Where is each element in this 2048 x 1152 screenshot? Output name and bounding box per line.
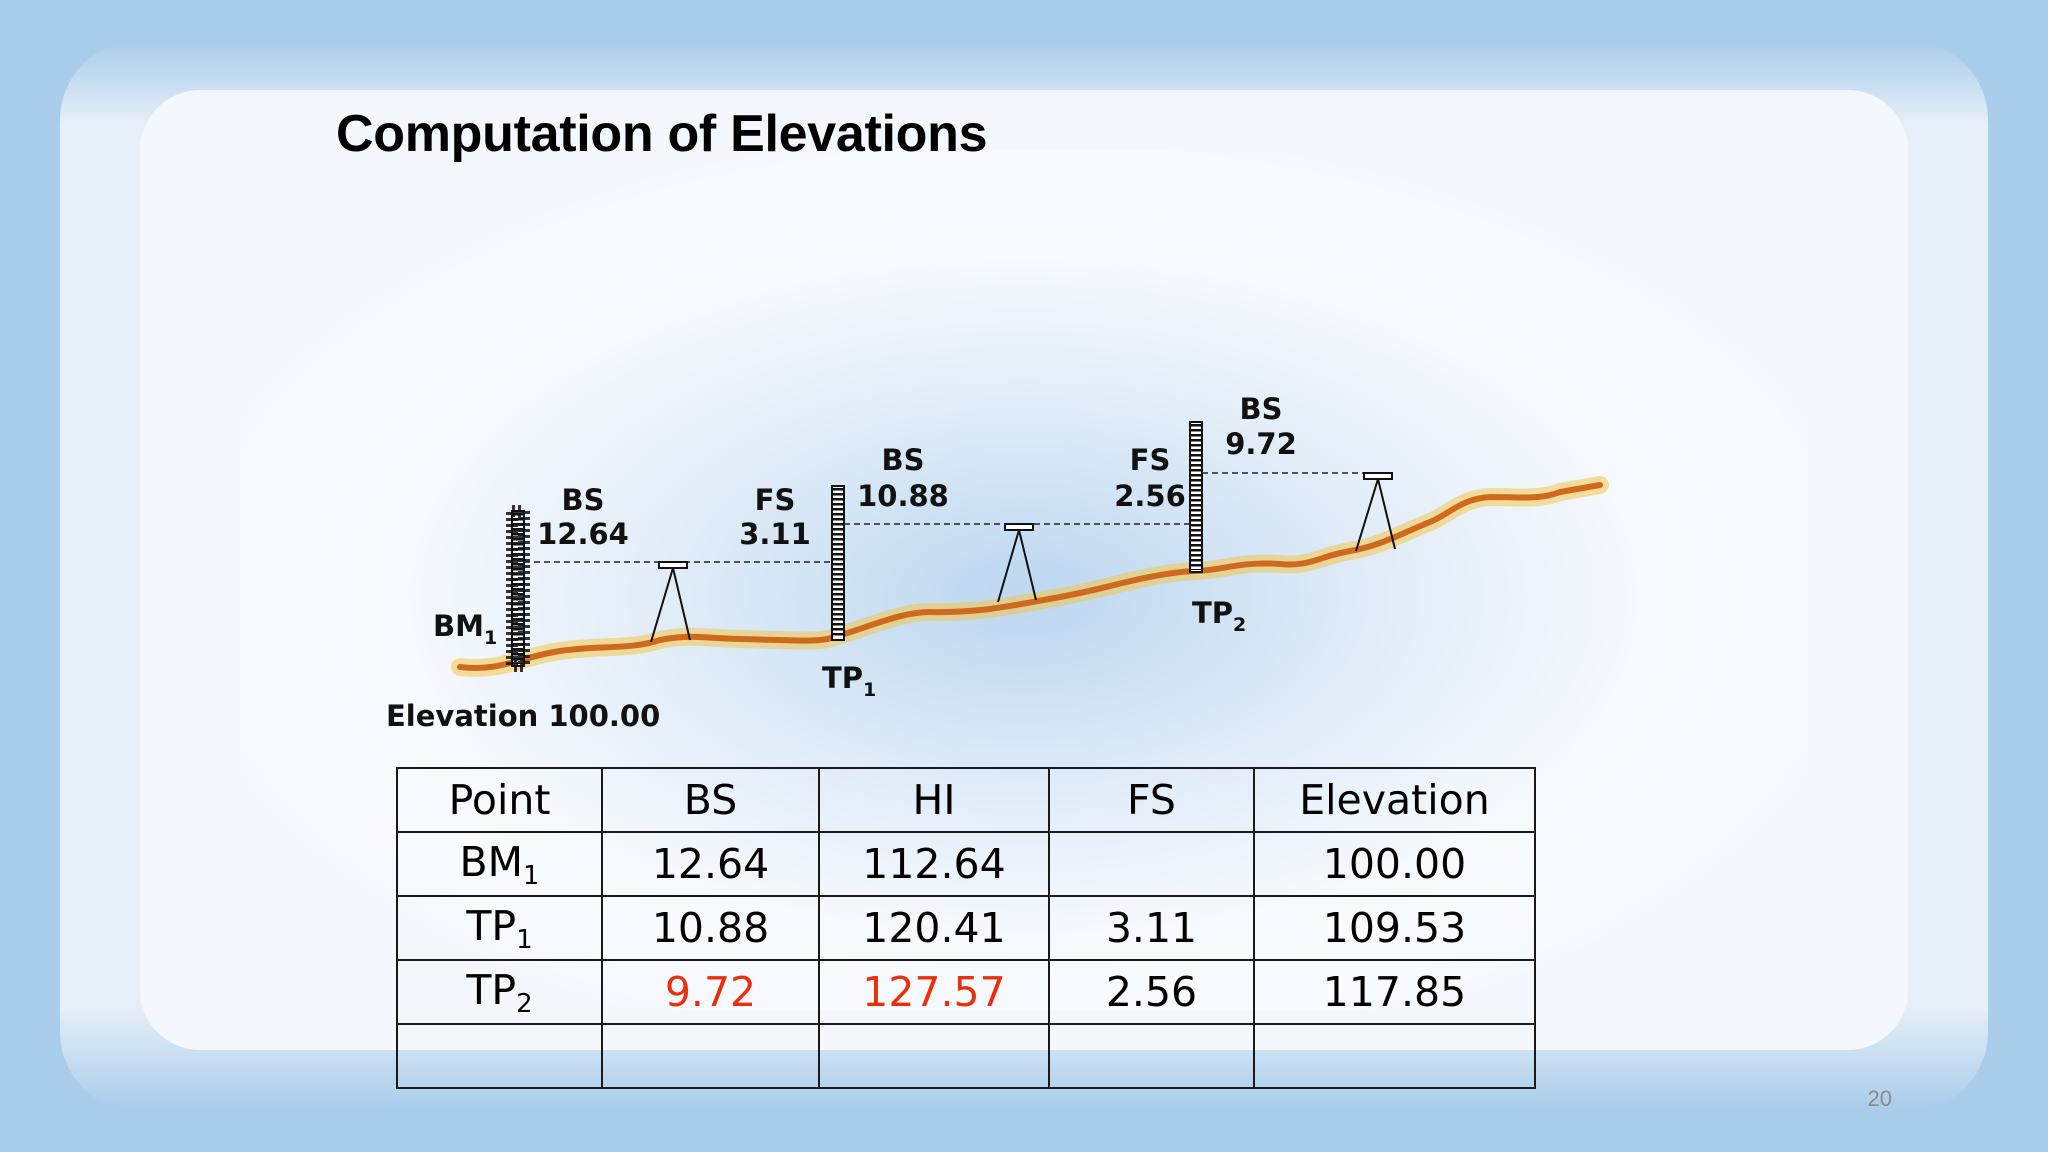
tp1-label: TP1 — [822, 661, 876, 701]
cell-bs — [601, 1023, 820, 1089]
cell-point — [396, 1023, 603, 1089]
cell-hi-highlighted: 127.57 — [818, 959, 1050, 1025]
level-instrument-1 — [650, 561, 691, 643]
cell-fs — [1048, 1023, 1255, 1089]
reading-2-type: FS — [755, 483, 796, 517]
cell-elevation: 109.53 — [1253, 895, 1536, 961]
reading-5-value: 9.72 — [1225, 427, 1297, 461]
bm1-label: BM1 — [433, 609, 497, 649]
table-row: TP2 9.72 127.57 2.56 117.85 — [396, 959, 1536, 1025]
cell-bs: 10.88 — [601, 895, 820, 961]
cell-hi: 112.64 — [818, 831, 1050, 897]
cell-elevation: 100.00 — [1253, 831, 1536, 897]
reading-1-value: 12.64 — [537, 517, 629, 551]
cell-elevation: 117.85 — [1253, 959, 1536, 1025]
reading-1-type: BS — [562, 483, 605, 517]
elevation-table: Point BS HI FS Elevation BM1 12.64 112.6… — [396, 767, 1536, 1089]
table-row: BM1 12.64 112.64 100.00 — [396, 831, 1536, 897]
table-header-row: Point BS HI FS Elevation — [396, 767, 1536, 833]
elevation-label: Elevation 100.00 — [386, 699, 660, 733]
reading-4-type: FS — [1130, 443, 1171, 477]
header-hi: HI — [818, 767, 1050, 833]
ground-profile — [457, 482, 1603, 671]
reading-4-value: 2.56 — [1114, 479, 1186, 513]
header-bs: BS — [601, 767, 820, 833]
cell-elevation — [1253, 1023, 1536, 1089]
page-number: 20 — [1867, 1086, 1892, 1111]
cell-hi: 120.41 — [818, 895, 1050, 961]
cell-fs: 2.56 — [1048, 959, 1255, 1025]
table-row: TP1 10.88 120.41 3.11 109.53 — [396, 895, 1536, 961]
header-fs: FS — [1048, 767, 1255, 833]
cell-bs: 12.64 — [601, 831, 820, 897]
reading-2-value: 3.11 — [739, 517, 811, 551]
header-elevation: Elevation — [1253, 767, 1536, 833]
slide-title: Computation of Elevations — [336, 105, 988, 163]
level-instrument-3 — [1355, 472, 1396, 552]
tp2-label: TP2 — [1192, 596, 1246, 636]
cell-bs-highlighted: 9.72 — [601, 959, 820, 1025]
cell-point: TP2 — [396, 959, 603, 1025]
level-instrument-2 — [997, 523, 1037, 603]
cell-hi — [818, 1023, 1050, 1089]
reading-3-type: BS — [882, 443, 925, 477]
cell-fs: 3.11 — [1048, 895, 1255, 961]
cell-fs — [1048, 831, 1255, 897]
header-point: Point — [396, 767, 603, 833]
cell-point: TP1 — [396, 895, 603, 961]
table-row — [396, 1023, 1536, 1089]
reading-3-value: 10.88 — [857, 479, 949, 513]
cell-point: BM1 — [396, 831, 603, 897]
reading-5-type: BS — [1240, 392, 1283, 426]
